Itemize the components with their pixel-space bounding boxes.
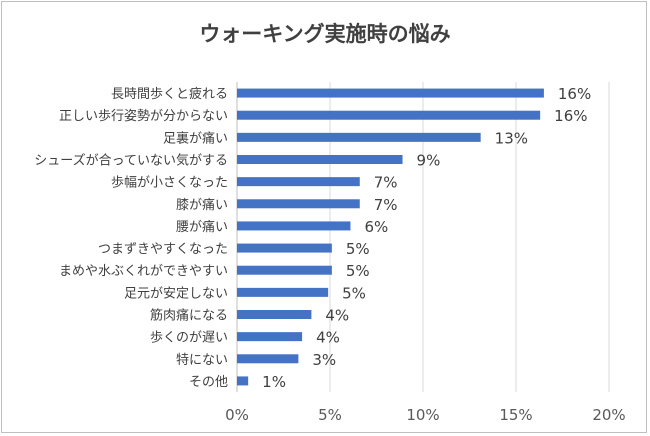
bar xyxy=(237,221,351,231)
bar xyxy=(237,243,332,253)
value-label: 7% xyxy=(374,196,398,214)
bar xyxy=(237,155,403,164)
value-label: 3% xyxy=(312,351,336,369)
bar xyxy=(237,177,360,187)
category-label: 腰が痛い xyxy=(176,219,228,235)
category-label: その他 xyxy=(189,375,228,390)
category-label: 正しい歩行姿勢が分からない xyxy=(59,108,228,124)
category-label: 歩くのが遅い xyxy=(150,331,228,346)
bar xyxy=(237,287,329,297)
category-label: 足元が安定しない xyxy=(124,286,228,301)
bar xyxy=(237,354,299,364)
value-label: 16% xyxy=(558,85,591,103)
category-label: 長時間歩くと疲れる xyxy=(111,86,228,102)
bar xyxy=(237,88,544,98)
category-label: 特にない xyxy=(176,353,228,368)
category-label: 足裏が痛い xyxy=(163,130,228,146)
category-label: シューズが合っていない気がする xyxy=(34,153,228,169)
x-tick-label: 15% xyxy=(499,406,532,424)
value-label: 6% xyxy=(364,218,388,236)
value-label: 16% xyxy=(554,107,587,125)
category-label: まめや水ぶくれができやすい xyxy=(59,264,228,279)
x-tick-label: 20% xyxy=(592,406,625,424)
value-label: 7% xyxy=(374,174,398,192)
value-label: 9% xyxy=(417,152,441,170)
bar xyxy=(237,110,541,120)
category-label: 筋肉痛になる xyxy=(150,308,228,324)
value-label: 13% xyxy=(495,129,528,147)
value-label: 5% xyxy=(346,240,370,258)
category-label: 膝が痛い xyxy=(176,197,228,213)
x-tick-label: 5% xyxy=(318,406,342,424)
value-label: 1% xyxy=(262,373,286,391)
x-tick-label: 10% xyxy=(406,406,439,424)
value-label: 5% xyxy=(346,262,370,280)
value-label: 4% xyxy=(325,307,349,325)
value-label: 4% xyxy=(316,329,340,347)
chart-title: ウォーキング実施時の悩み xyxy=(199,22,451,46)
bar xyxy=(237,310,312,319)
bar xyxy=(237,199,360,209)
value-label: 5% xyxy=(342,284,366,302)
category-label: つまずきやすくなった xyxy=(98,242,228,257)
bar xyxy=(237,376,249,386)
x-tick-label: 0% xyxy=(225,406,249,424)
bar xyxy=(237,332,303,342)
category-label: 歩幅が小さくなった xyxy=(111,176,228,191)
bar xyxy=(237,265,332,275)
bar xyxy=(237,132,481,142)
